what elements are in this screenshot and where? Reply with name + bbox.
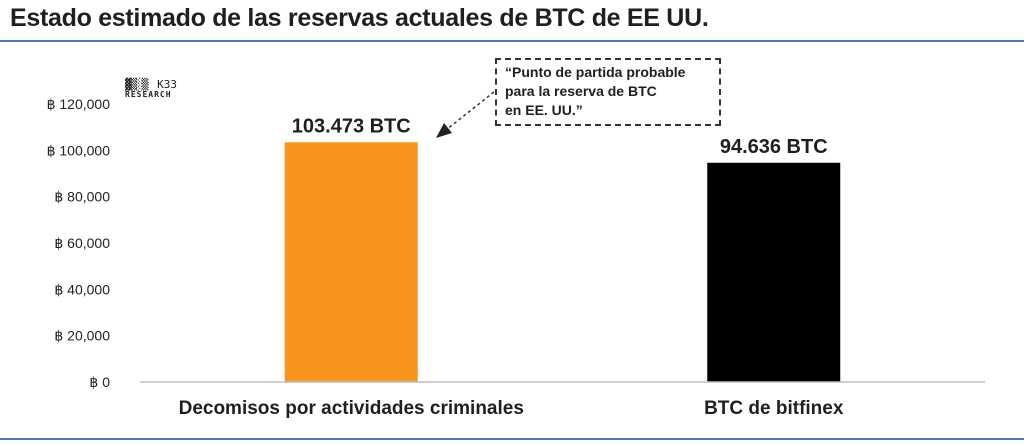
annotation-line-2: para la reserva de BTC (505, 83, 657, 99)
bar (707, 162, 841, 382)
logo-name: K33 (157, 78, 178, 91)
bottom-divider (0, 438, 1024, 440)
annotation-line-1: “Punto de partida probable (505, 64, 686, 80)
bar-data-label: 103.473 BTC (292, 115, 411, 137)
logo-mark-icon: ▓▒░▒ (125, 78, 148, 91)
y-tick-label: ฿ 40,000 (54, 281, 110, 297)
bar-data-label: 94.636 BTC (720, 136, 828, 158)
y-axis: ฿ 0 ฿ 20,000 ฿ 40,000 ฿ 60,000 ฿ 80,000 ฿ 100… (47, 96, 111, 390)
y-tick-label: ฿ 80,000 (54, 189, 110, 205)
x-category-label: BTC de bitfinex (704, 398, 844, 419)
y-tick-label: ฿ 100,000 (47, 142, 111, 158)
annotation-line-3: en EE. UU.” (505, 102, 583, 118)
y-tick-label: ฿ 120,000 (47, 96, 111, 112)
y-tick-label: ฿ 0 (89, 374, 110, 390)
chart-title: Estado estimado de las reservas actuales… (10, 4, 709, 32)
k33-research-logo: ▓▒░▒ K33 RESEARCH (125, 75, 177, 99)
y-tick-label: ฿ 60,000 (54, 235, 110, 251)
top-divider (0, 40, 1024, 42)
bar (284, 142, 418, 382)
annotation-callout: “Punto de partida probable para la reser… (495, 58, 721, 126)
x-category-label: Decomisos por actividades criminales (179, 398, 524, 419)
logo-subtitle: RESEARCH (125, 90, 172, 99)
y-tick-label: ฿ 20,000 (54, 328, 110, 344)
bars: 103.473 BTC Decomisos por actividades cri… (179, 115, 844, 419)
annotation-arrow (436, 91, 495, 138)
